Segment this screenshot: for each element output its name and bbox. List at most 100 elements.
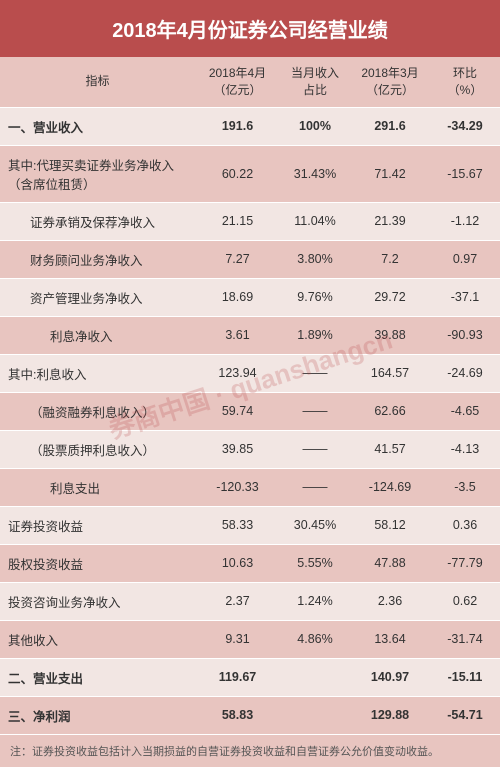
row-value: -120.33 xyxy=(195,468,280,506)
row-label: 财务顾问业务净收入 xyxy=(0,240,195,278)
row-label: 其中:利息收入 xyxy=(0,354,195,392)
header-prev: 2018年3月（亿元） xyxy=(350,57,430,107)
row-value: 29.72 xyxy=(350,278,430,316)
row-label: 证券投资收益 xyxy=(0,506,195,544)
table-row: （融资融券利息收入）59.74——62.66-4.65 xyxy=(0,392,500,430)
row-value: 100% xyxy=(280,107,350,145)
row-value: 1.89% xyxy=(280,316,350,354)
footnote: 注：证券投资收益包括计入当期损益的自营证券投资收益和自营证券公允价值变动收益。 xyxy=(0,735,500,767)
table-row: 利息净收入3.611.89%39.88-90.93 xyxy=(0,316,500,354)
row-value: 291.6 xyxy=(350,107,430,145)
row-value: 11.04% xyxy=(280,202,350,240)
row-value: 18.69 xyxy=(195,278,280,316)
row-label: 一、营业收入 xyxy=(0,107,195,145)
row-value: 41.57 xyxy=(350,430,430,468)
row-value: 2.37 xyxy=(195,582,280,620)
row-value: 58.12 xyxy=(350,506,430,544)
row-label: 利息支出 xyxy=(0,468,195,506)
header-current: 2018年4月（亿元） xyxy=(195,57,280,107)
row-label: （股票质押利息收入） xyxy=(0,430,195,468)
table-row: 其他收入9.314.86%13.64-31.74 xyxy=(0,620,500,658)
row-value: 30.45% xyxy=(280,506,350,544)
row-value: 1.24% xyxy=(280,582,350,620)
row-label: 二、营业支出 xyxy=(0,658,195,696)
row-value: 39.85 xyxy=(195,430,280,468)
row-value: 123.94 xyxy=(195,354,280,392)
row-value: -77.79 xyxy=(430,544,500,582)
row-value: 21.15 xyxy=(195,202,280,240)
row-label: 资产管理业务净收入 xyxy=(0,278,195,316)
row-label: 其中:代理买卖证券业务净收入（含席位租赁） xyxy=(0,145,195,202)
row-value: -4.65 xyxy=(430,392,500,430)
row-value: 10.63 xyxy=(195,544,280,582)
row-value: -90.93 xyxy=(430,316,500,354)
table-header-row: 指标 2018年4月（亿元） 当月收入占比 2018年3月（亿元） 环比（%） xyxy=(0,57,500,107)
row-value: —— xyxy=(280,392,350,430)
row-value: 13.64 xyxy=(350,620,430,658)
row-label: 股权投资收益 xyxy=(0,544,195,582)
row-value: -1.12 xyxy=(430,202,500,240)
row-value: 39.88 xyxy=(350,316,430,354)
row-value: -4.13 xyxy=(430,430,500,468)
report-container: 2018年4月份证券公司经营业绩 券商中国 · quanshangcn 指标 2… xyxy=(0,0,500,767)
table-row: （股票质押利息收入）39.85——41.57-4.13 xyxy=(0,430,500,468)
row-value: 191.6 xyxy=(195,107,280,145)
table-row: 财务顾问业务净收入7.273.80%7.20.97 xyxy=(0,240,500,278)
row-value: -15.11 xyxy=(430,658,500,696)
row-value: 21.39 xyxy=(350,202,430,240)
row-value: 62.66 xyxy=(350,392,430,430)
row-label: 投资咨询业务净收入 xyxy=(0,582,195,620)
row-value: 3.80% xyxy=(280,240,350,278)
table-row: 三、净利润58.83 129.88-54.71 xyxy=(0,696,500,734)
row-value: 0.97 xyxy=(430,240,500,278)
table-row: 其中:代理买卖证券业务净收入（含席位租赁）60.2231.43%71.42-15… xyxy=(0,145,500,202)
header-share: 当月收入占比 xyxy=(280,57,350,107)
table-row: 证券承销及保荐净收入21.1511.04%21.39-1.12 xyxy=(0,202,500,240)
table-row: 二、营业支出119.67140.97-15.11 xyxy=(0,658,500,696)
row-value: 9.31 xyxy=(195,620,280,658)
row-value: 164.57 xyxy=(350,354,430,392)
row-value: -54.71 xyxy=(430,696,500,734)
header-mom: 环比（%） xyxy=(430,57,500,107)
row-value: 0.36 xyxy=(430,506,500,544)
row-value: -3.5 xyxy=(430,468,500,506)
row-label: 三、净利润 xyxy=(0,696,195,734)
table-row: 资产管理业务净收入18.699.76%29.72-37.1 xyxy=(0,278,500,316)
row-value: 59.74 xyxy=(195,392,280,430)
row-value: 7.2 xyxy=(350,240,430,278)
row-value: —— xyxy=(280,430,350,468)
row-value: 129.88 xyxy=(350,696,430,734)
row-label: 证券承销及保荐净收入 xyxy=(0,202,195,240)
row-label: 其他收入 xyxy=(0,620,195,658)
table-row: 一、营业收入191.6100%291.6-34.29 xyxy=(0,107,500,145)
header-indicator: 指标 xyxy=(0,57,195,107)
row-value: 31.43% xyxy=(280,145,350,202)
table-row: 其中:利息收入123.94——164.57-24.69 xyxy=(0,354,500,392)
row-value: 4.86% xyxy=(280,620,350,658)
row-value: -31.74 xyxy=(430,620,500,658)
row-value: 71.42 xyxy=(350,145,430,202)
table-row: 投资咨询业务净收入2.371.24%2.360.62 xyxy=(0,582,500,620)
row-value: 5.55% xyxy=(280,544,350,582)
row-value: 60.22 xyxy=(195,145,280,202)
row-value: -15.67 xyxy=(430,145,500,202)
row-value: 47.88 xyxy=(350,544,430,582)
row-value: 3.61 xyxy=(195,316,280,354)
table-row: 证券投资收益58.3330.45%58.120.36 xyxy=(0,506,500,544)
row-value: -124.69 xyxy=(350,468,430,506)
financial-table: 指标 2018年4月（亿元） 当月收入占比 2018年3月（亿元） 环比（%） … xyxy=(0,57,500,735)
row-value xyxy=(280,658,350,696)
row-value: 58.33 xyxy=(195,506,280,544)
row-value: -37.1 xyxy=(430,278,500,316)
row-value: —— xyxy=(280,468,350,506)
row-value: 140.97 xyxy=(350,658,430,696)
row-value: —— xyxy=(280,354,350,392)
row-value: 58.83 xyxy=(195,696,280,734)
row-label: （融资融券利息收入） xyxy=(0,392,195,430)
row-value: -34.29 xyxy=(430,107,500,145)
table-row: 利息支出-120.33——-124.69-3.5 xyxy=(0,468,500,506)
row-value: 9.76% xyxy=(280,278,350,316)
row-label: 利息净收入 xyxy=(0,316,195,354)
row-value xyxy=(280,696,350,734)
row-value: 0.62 xyxy=(430,582,500,620)
